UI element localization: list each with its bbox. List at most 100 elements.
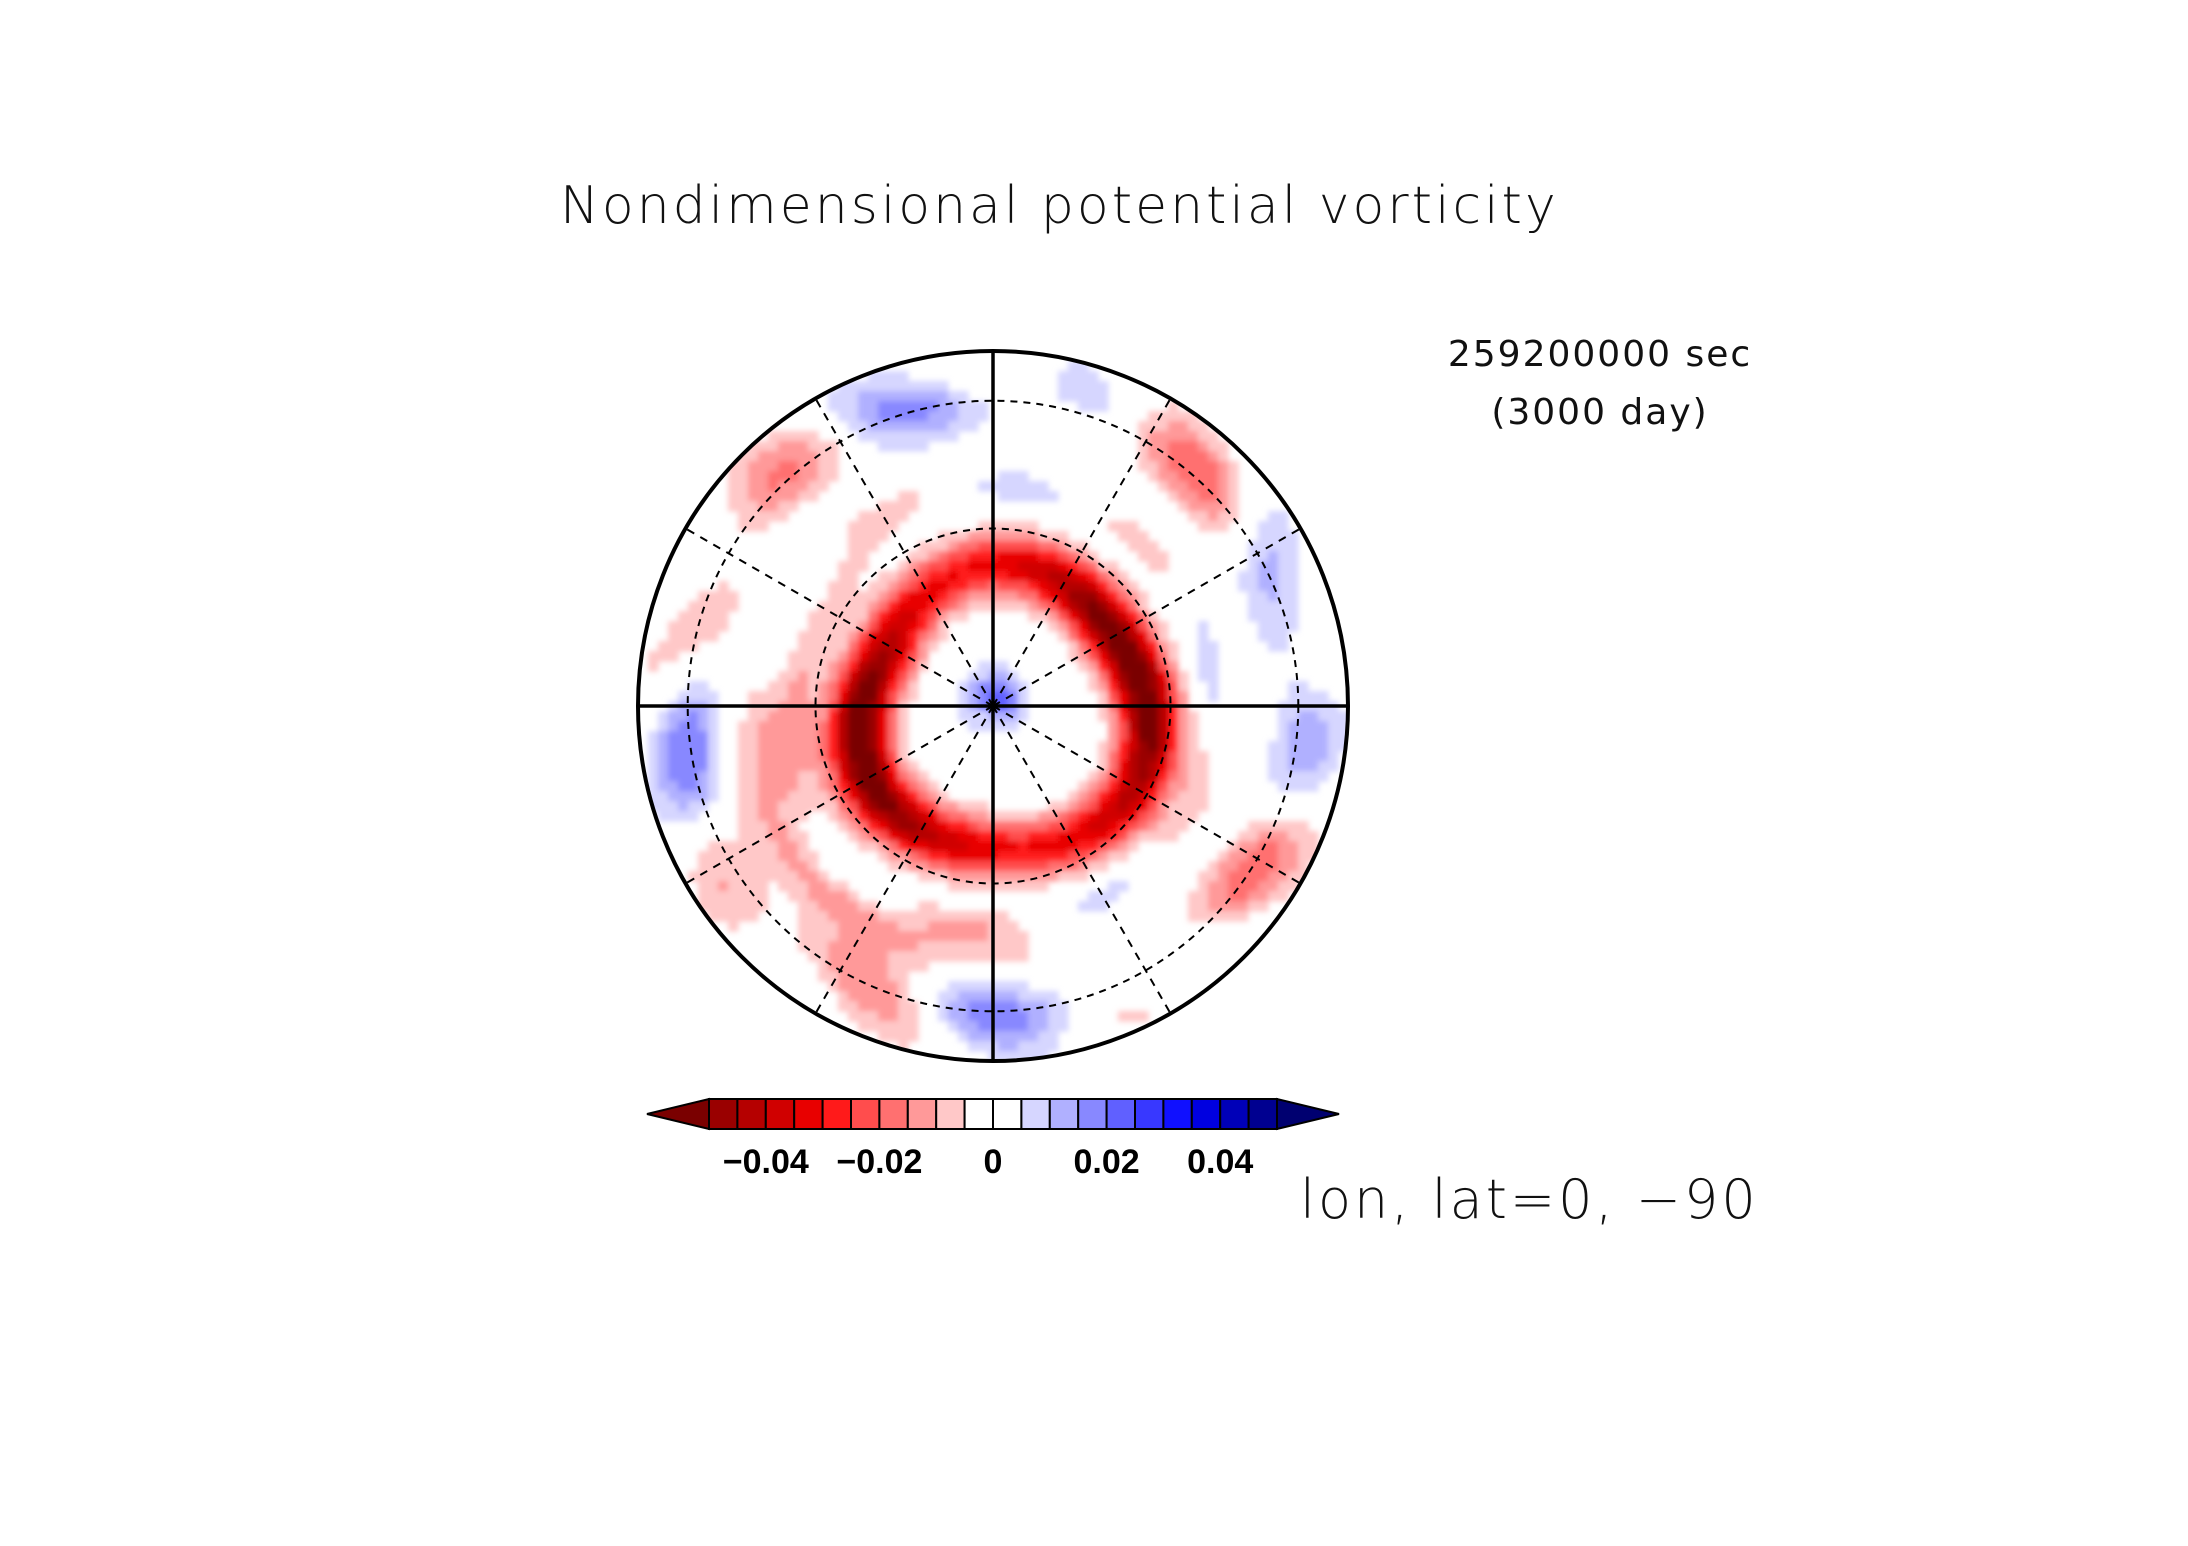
field-cell [998, 951, 1009, 962]
field-cell [878, 411, 889, 422]
field-cell [748, 731, 759, 742]
field-cell [868, 521, 879, 532]
field-cell [1018, 991, 1029, 1002]
field-cell [968, 921, 979, 932]
field-cell [888, 921, 899, 932]
field-cell [718, 881, 729, 892]
field-cell [978, 551, 989, 562]
field-cell [1208, 861, 1219, 872]
field-cell [948, 1011, 959, 1022]
field-cell [838, 791, 849, 802]
field-cell [1008, 811, 1019, 822]
field-cell [1248, 881, 1259, 892]
field-cell [1308, 721, 1319, 732]
field-cell [1068, 601, 1079, 612]
field-cell [838, 381, 849, 392]
field-cell [1248, 841, 1259, 852]
field-cell [878, 751, 889, 762]
field-cell [798, 941, 809, 952]
field-cell [908, 631, 919, 642]
field-cell [838, 411, 849, 422]
field-cell [1168, 831, 1179, 842]
field-cell [788, 891, 799, 902]
field-cell [1098, 791, 1109, 802]
field-cell [908, 611, 919, 622]
field-cell [828, 461, 839, 472]
field-cell [698, 681, 709, 692]
field-cell [1118, 591, 1129, 602]
field-cell [758, 901, 769, 912]
field-cell [1158, 411, 1169, 422]
field-cell [1018, 1051, 1029, 1061]
field-cell [828, 641, 839, 652]
field-cell [828, 681, 839, 692]
colorbar-box [764, 1098, 796, 1130]
field-cell [698, 751, 709, 762]
field-cell [868, 1001, 879, 1012]
field-cell [1148, 431, 1159, 442]
field-cell [928, 811, 939, 822]
field-cell [748, 851, 759, 862]
field-cell [1128, 651, 1139, 662]
field-cell [1078, 821, 1089, 832]
field-cell [1138, 821, 1149, 832]
field-cell [698, 771, 709, 782]
field-cell [768, 501, 779, 512]
field-cell [718, 871, 729, 882]
field-cell [818, 941, 829, 952]
field-cell [1158, 671, 1169, 682]
field-cell [1008, 981, 1019, 992]
field-cell [878, 941, 889, 952]
field-cell [938, 421, 949, 432]
colorbar-box [821, 1098, 852, 1130]
field-cell [968, 941, 979, 952]
field-cell [1228, 501, 1239, 512]
field-cell [1268, 511, 1279, 522]
field-cell [908, 601, 919, 612]
field-cell [778, 771, 789, 782]
field-cell [848, 821, 859, 832]
field-cell [1088, 811, 1099, 822]
field-cell [1128, 541, 1139, 552]
field-cell [978, 841, 989, 852]
field-cell [1178, 681, 1189, 692]
field-cell [818, 441, 829, 452]
field-cell [1278, 581, 1289, 592]
field-cell [888, 631, 899, 642]
field-cell [768, 741, 779, 752]
field-cell [838, 981, 849, 992]
field-cell [918, 621, 929, 632]
field-cell [688, 611, 699, 622]
field-cell [898, 621, 909, 632]
field-cell [1288, 611, 1299, 622]
field-cell [1178, 671, 1189, 682]
field-cell [1188, 731, 1199, 742]
field-cell [1148, 551, 1159, 562]
field-cell [878, 621, 889, 632]
field-cell [1078, 581, 1089, 592]
field-cell [1268, 771, 1279, 782]
field-cell [968, 801, 979, 812]
field-cell [848, 951, 859, 962]
field-cell [758, 691, 769, 702]
field-cell [838, 931, 849, 942]
field-cell [1268, 551, 1279, 562]
field-cell [1258, 831, 1269, 842]
field-cell [788, 671, 799, 682]
field-cell [858, 791, 869, 802]
field-cell [818, 791, 829, 802]
field-cell [1028, 831, 1039, 842]
field-cell [978, 531, 989, 542]
field-cell [998, 1051, 1009, 1061]
field-cell [658, 791, 669, 802]
field-cell [778, 721, 789, 732]
field-cell [978, 821, 989, 832]
field-cell [808, 431, 819, 442]
field-cell [868, 431, 879, 442]
field-cell [1098, 761, 1109, 772]
field-cell [748, 741, 759, 752]
field-cell [1018, 981, 1029, 992]
field-cell [1078, 401, 1089, 412]
field-cell [1258, 561, 1269, 572]
field-cell [938, 821, 949, 832]
